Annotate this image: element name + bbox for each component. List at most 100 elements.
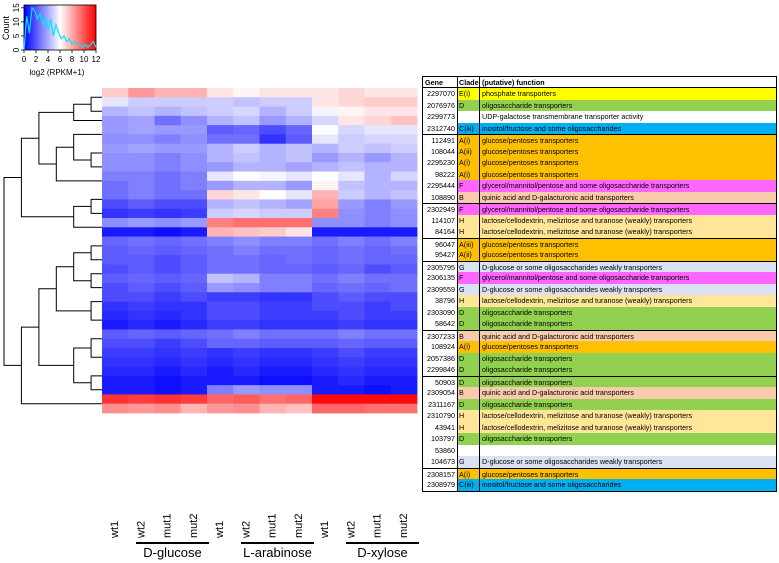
column-label: wt1 [319, 521, 331, 539]
heatmap-cell [128, 218, 155, 228]
heatmap-cell [180, 245, 208, 256]
heatmap-cell [180, 106, 208, 117]
heatmap-cell [102, 348, 129, 358]
key-xtick-label: 6 [58, 55, 63, 64]
clade-label [458, 444, 480, 456]
key-xtick-label: 10 [80, 55, 89, 64]
column-label: wt1 [109, 521, 121, 539]
dendrogram-branch [55, 266, 92, 312]
heatmap-cell [338, 255, 365, 265]
heatmap-cell [390, 385, 418, 395]
heatmap-cell [207, 394, 234, 405]
function-text: glycerol/mannitol/pentose and some oligo… [482, 181, 690, 190]
heatmap-cell [390, 264, 418, 275]
heatmap-cell [154, 190, 182, 200]
gene-id: 103797 [423, 433, 458, 445]
heatmap-cell [128, 153, 155, 163]
heatmap-cell [233, 208, 260, 219]
heatmap-cell [102, 366, 129, 377]
heatmap-cell [233, 375, 260, 386]
heatmap-cell [285, 245, 313, 256]
heatmap-cell [259, 255, 287, 265]
heatmap-cell [233, 218, 260, 228]
gene-id: 38796 [423, 295, 458, 307]
heatmap-cell [233, 403, 260, 414]
dendrogram-branch [3, 177, 22, 366]
heatmap-cell [312, 366, 339, 377]
heatmap-cell [207, 97, 234, 107]
table-row: 98222 A(i) glucose/pentoses transporters [423, 168, 776, 180]
heatmap-cell [285, 375, 313, 386]
heatmap-cell [102, 403, 129, 414]
key-xtick-label: 2 [34, 55, 39, 64]
heatmap-cell [233, 348, 260, 358]
heatmap-cell [285, 348, 313, 358]
heatmap-cell [390, 338, 418, 349]
gene-annotation-table: Gene Clade (putative) function 2297070 E(… [422, 76, 777, 492]
heatmap-cell [364, 366, 392, 377]
table-row: 112491 A(i) glucose/pentoses transporters [423, 134, 776, 146]
heatmap-cell [207, 301, 234, 312]
heatmap-cell [312, 320, 339, 330]
heatmap-cell [364, 227, 392, 237]
heatmap-cell [364, 245, 392, 256]
heatmap-cell [312, 301, 339, 312]
heatmap-cell [207, 310, 234, 321]
heatmap-cell [285, 320, 313, 330]
clade-label: F [458, 204, 480, 215]
heatmap-cell [154, 310, 182, 321]
heatmap-cell [180, 208, 208, 219]
clade-label: C(iii) [458, 479, 480, 491]
heatmap-cell [390, 227, 418, 237]
heatmap-cell [154, 162, 182, 172]
heatmap-cell [128, 301, 155, 312]
heatmap-cell [102, 97, 129, 107]
heatmap-cell [364, 162, 392, 172]
heatmap-cell [207, 190, 234, 200]
gene-id: 2311167 [423, 398, 458, 410]
heatmap-cell [233, 292, 260, 302]
heatmap-cell [102, 218, 129, 228]
heatmap-cell [259, 227, 287, 237]
heatmap-cell [154, 375, 182, 386]
heatmap-cell [102, 338, 129, 349]
heatmap-cell [390, 180, 418, 191]
function-text: quinic acid and D-galacturonic acid tran… [482, 331, 634, 341]
table-row: 2308157 A(i) glucose/pentoses transporters [423, 467, 776, 479]
heatmap-cell [128, 180, 155, 191]
heatmap-cell [102, 171, 129, 182]
function-text: oligosaccharide transporters [482, 319, 573, 328]
heatmap-cell [207, 236, 234, 247]
heatmap-cell [338, 348, 365, 358]
heatmap-cell [285, 283, 313, 293]
heatmap-cell [364, 385, 392, 395]
heatmap-cell [338, 125, 365, 135]
heatmap-cell [259, 134, 287, 145]
function-text: D-glucose or some oligosaccharides weakl… [482, 262, 663, 272]
heatmap-cell [128, 357, 155, 367]
heatmap-cell [259, 273, 287, 284]
heatmap-cell [285, 208, 313, 219]
heatmap-cell [285, 403, 313, 414]
heatmap-cell [102, 255, 129, 265]
clade-label: D [458, 99, 480, 111]
heatmap-cell [390, 115, 418, 126]
heatmap-cell [259, 403, 287, 414]
heatmap-cell [390, 329, 418, 340]
clade-label [458, 111, 480, 123]
heatmap-cell [312, 283, 339, 293]
heatmap-cell [390, 292, 418, 302]
key-ytick-label: 15 [12, 3, 21, 12]
heatmap-cell [312, 338, 339, 349]
clade-label: C(iii) [458, 122, 480, 134]
heatmap-cell [285, 190, 313, 200]
heatmap-cell [180, 162, 208, 172]
heatmap-cell [259, 348, 287, 358]
heatmap-cell [180, 236, 208, 247]
heatmap-cell [233, 125, 260, 135]
heatmap-cell [259, 125, 287, 135]
heatmap-cell [154, 338, 182, 349]
heatmap-cell [338, 115, 365, 126]
